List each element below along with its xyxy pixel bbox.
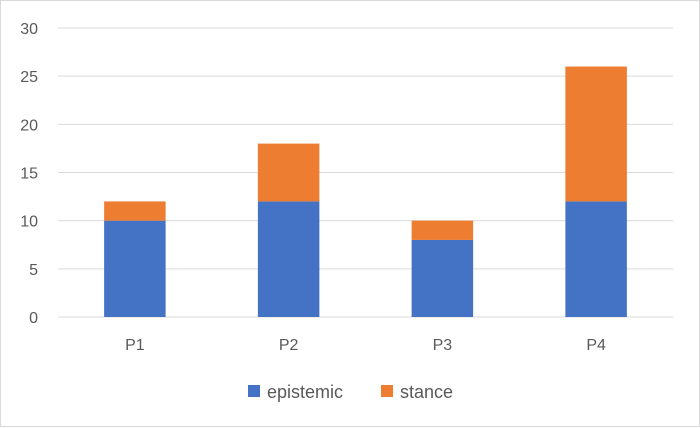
y-axis-ticks: 0 5 10 15 20 25 30 [20,21,38,327]
legend-label-stance: stance [400,382,453,402]
bar-stance-P1 [104,201,166,221]
legend: epistemic stance [248,382,453,402]
bar-epistemic-P3 [411,239,474,317]
bars [104,66,627,317]
y-tick-label: 15 [20,166,38,183]
x-tick-label: P4 [586,337,606,354]
y-tick-label: 0 [29,310,38,327]
x-tick-label: P1 [125,337,145,354]
x-tick-label: P3 [433,337,453,354]
y-tick-label: 30 [20,21,38,38]
bar-stance-P4 [565,66,627,202]
y-tick-label: 5 [29,262,38,279]
bar-stance-P2 [257,143,320,202]
legend-swatch-epistemic [248,385,260,397]
bar-stance-P3 [411,220,474,240]
x-tick-label: P2 [279,337,299,354]
bar-epistemic-P2 [257,201,320,317]
y-tick-label: 20 [20,117,38,134]
y-tick-label: 25 [20,69,38,86]
bar-epistemic-P1 [104,220,166,317]
bar-epistemic-P4 [565,201,627,317]
legend-swatch-stance [381,385,393,397]
x-axis-ticks: P1 P2 P3 P4 [125,337,606,354]
legend-label-epistemic: epistemic [267,382,343,402]
y-tick-label: 10 [20,214,38,231]
